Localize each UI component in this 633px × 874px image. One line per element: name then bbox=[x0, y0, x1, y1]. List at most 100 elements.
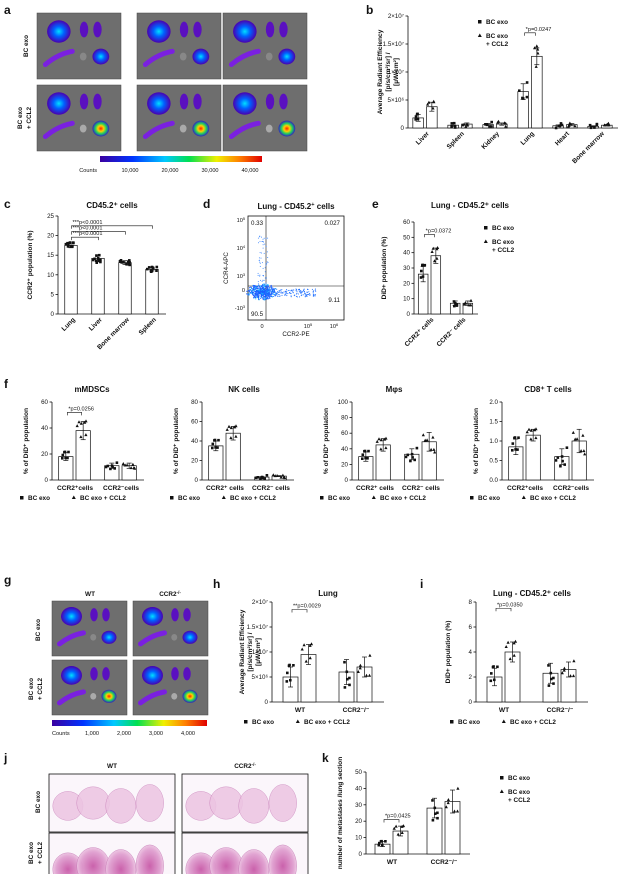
colorbar-g-tick: 2,000 bbox=[117, 731, 131, 737]
flow-event bbox=[273, 296, 274, 297]
data-point bbox=[511, 449, 514, 452]
y-axis-label: number of metastases /lung section bbox=[337, 757, 344, 870]
flow-event bbox=[258, 242, 259, 243]
legend-label: + CCL2 bbox=[508, 797, 531, 804]
flow-event bbox=[256, 296, 257, 297]
flow-event bbox=[269, 287, 270, 288]
data-point bbox=[152, 266, 155, 269]
data-point bbox=[128, 264, 131, 267]
flow-event bbox=[284, 294, 285, 295]
flow-event bbox=[270, 290, 271, 291]
x-tick-label: Heart bbox=[554, 130, 571, 147]
row-label-g-bc-exo-ccl2: + CCL2 bbox=[37, 677, 44, 700]
text-span: BC exo bbox=[28, 842, 35, 864]
data-point bbox=[453, 122, 456, 125]
imaging-tile-bg bbox=[37, 13, 121, 79]
flow-event bbox=[296, 289, 297, 290]
flow-event bbox=[259, 262, 260, 263]
data-point bbox=[72, 242, 75, 245]
data-point bbox=[560, 122, 563, 125]
organ-lung bbox=[192, 121, 209, 137]
legend-label: BC exo + CCL2 bbox=[230, 495, 276, 502]
flow-event bbox=[273, 291, 274, 292]
organ-liver bbox=[47, 20, 71, 42]
flow-event bbox=[302, 291, 303, 292]
histo-col-label-1: CCR2-/- bbox=[234, 762, 256, 771]
organ-liver bbox=[233, 92, 257, 114]
organ-liver bbox=[61, 607, 82, 626]
y-axis-label: [µW/cm²] bbox=[255, 638, 262, 666]
flow-event bbox=[294, 295, 295, 296]
data-point bbox=[492, 665, 495, 668]
histology-ko-bc-exo bbox=[182, 774, 308, 832]
x-tick-label: CCR2⁻/⁻ bbox=[343, 707, 370, 714]
flow-event bbox=[290, 293, 291, 294]
x-tick-label: CCR2⁻cells bbox=[553, 485, 589, 492]
text-span: mMDSCs bbox=[74, 385, 110, 394]
data-point bbox=[547, 664, 550, 667]
data-point bbox=[431, 436, 434, 439]
y-tick-label: 80 bbox=[191, 399, 198, 406]
data-point bbox=[366, 457, 369, 460]
imaging-tile-bg bbox=[137, 13, 221, 79]
flow-event bbox=[306, 294, 307, 295]
flow-event bbox=[258, 297, 259, 298]
histology-wt-bc-exo-ccl2 bbox=[49, 833, 175, 874]
colorbar-a-tick: 30,000 bbox=[201, 168, 218, 174]
flow-event bbox=[267, 297, 268, 298]
flow-event bbox=[286, 290, 287, 291]
data-point bbox=[464, 301, 467, 304]
histo-row-label-bc-exo: BC exo bbox=[35, 791, 42, 813]
flow-event bbox=[260, 263, 261, 264]
data-point bbox=[415, 115, 418, 118]
flow-xtick: 105 bbox=[304, 322, 313, 331]
flow-event bbox=[258, 275, 259, 276]
data-point bbox=[93, 258, 96, 261]
data-point bbox=[120, 259, 123, 262]
y-tick-label: 40 bbox=[403, 250, 410, 257]
data-point bbox=[555, 127, 558, 130]
legend-label: + CCL2 bbox=[486, 41, 509, 48]
y-axis-label: [µW/cm²] bbox=[393, 58, 400, 86]
y-axis-label: [p/s/cm²/sr] / bbox=[385, 52, 392, 91]
flow-event bbox=[264, 285, 265, 286]
data-point bbox=[432, 819, 435, 822]
flow-event bbox=[271, 296, 272, 297]
text-span: CCR2 bbox=[159, 591, 177, 598]
x-tick-label: CCR2⁻/⁻ bbox=[547, 707, 574, 714]
flow-event bbox=[266, 285, 267, 286]
y-axis-label: CCR2⁺ population (%) bbox=[27, 230, 34, 299]
flow-event bbox=[300, 293, 301, 294]
y-tick-label: 0 bbox=[401, 125, 405, 132]
data-point bbox=[550, 672, 553, 675]
y-tick-label: 30 bbox=[403, 265, 410, 272]
x-tick-label: WT bbox=[387, 859, 397, 866]
x-tick-label: CCR2⁻cells bbox=[103, 485, 139, 492]
data-point bbox=[148, 266, 151, 269]
data-point bbox=[568, 122, 571, 125]
legend-label: BC exo + CCL2 bbox=[380, 495, 426, 502]
flow-event bbox=[263, 284, 264, 285]
flow-event bbox=[271, 287, 272, 288]
data-point bbox=[490, 680, 493, 683]
significance-bracket bbox=[525, 33, 536, 36]
legend-label: BC exo bbox=[508, 789, 530, 796]
flow-event bbox=[258, 238, 259, 239]
flow-event bbox=[262, 285, 263, 286]
data-point bbox=[376, 440, 379, 443]
flow-event bbox=[277, 291, 278, 292]
row-label-g-bc-exo-ccl2: BC exo bbox=[28, 678, 35, 700]
y-axis-label: % of DiD⁺ population bbox=[173, 408, 180, 474]
data-point bbox=[469, 299, 472, 302]
flow-event bbox=[286, 295, 287, 296]
organ-heart bbox=[80, 125, 87, 133]
flow-event bbox=[286, 289, 287, 290]
x-tick-label: Bone marrow bbox=[571, 130, 606, 165]
text-span: CD45.2⁺ cells bbox=[86, 201, 138, 210]
text-span: WT bbox=[107, 763, 117, 770]
chart-title: Lung - CD45.2⁺ cells bbox=[493, 589, 572, 598]
flow-event bbox=[259, 257, 260, 258]
y-tick-label: 0 bbox=[195, 477, 199, 484]
data-point bbox=[527, 428, 530, 431]
flow-event bbox=[309, 294, 310, 295]
